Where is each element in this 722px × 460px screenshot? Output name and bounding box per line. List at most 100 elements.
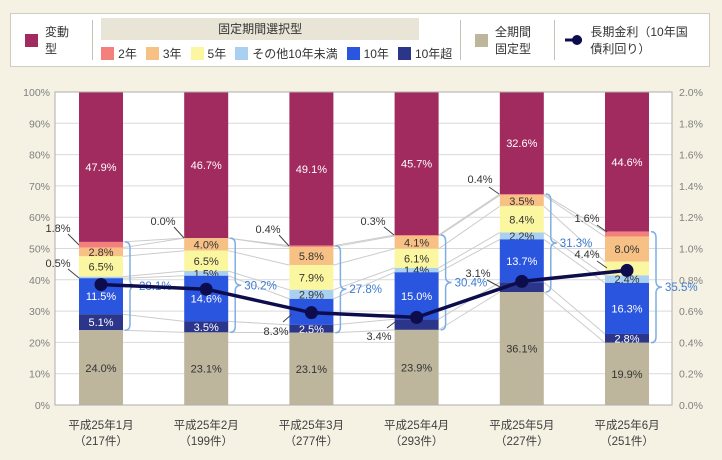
bar-segment-その他10年未満 xyxy=(184,271,229,276)
y-axis-left-label: 20% xyxy=(29,337,50,349)
connector-line xyxy=(333,267,395,291)
leader-line xyxy=(488,186,500,195)
segment-value-label: 23.1% xyxy=(296,364,327,376)
y-axis-right-label: 0.6% xyxy=(679,306,703,318)
y-axis-right-label: 0.0% xyxy=(679,400,703,412)
leader-line xyxy=(596,260,608,269)
rate-line-marker-icon xyxy=(565,35,583,45)
y-axis-left-label: 40% xyxy=(29,275,50,287)
fixed-total-bracket xyxy=(230,237,242,334)
segment-value-label: 45.7% xyxy=(401,159,432,171)
callout-value-label: 3.1% xyxy=(465,268,490,280)
bar-segment-その他10年未満 xyxy=(79,276,123,279)
legend-fixed-period-items: 2年 3年 5年 その他10年未満 10年 10年超 xyxy=(101,40,452,62)
x-axis-label-count: （251件） xyxy=(600,434,654,448)
leader-line xyxy=(486,279,501,288)
y-axis-right-label: 0.2% xyxy=(679,369,703,381)
segment-value-label: 49.1% xyxy=(296,164,327,176)
legend-fixed-item: 2年 xyxy=(101,45,137,62)
y-axis-right-label: 1.8% xyxy=(679,118,703,130)
connector-line xyxy=(543,232,606,276)
bar-segment-5年 xyxy=(79,256,123,277)
bar-segment-その他10年未満 xyxy=(605,275,649,283)
x-axis-label-count: （227件） xyxy=(495,434,549,448)
leader-line xyxy=(383,226,395,236)
bar-segment-全期間固定型 xyxy=(394,329,439,405)
fixed-total-bracket xyxy=(545,193,557,293)
segment-value-label: 19.9% xyxy=(611,369,642,381)
rate-point xyxy=(94,277,108,291)
legend-fixed-item-label: 3年 xyxy=(162,47,182,61)
full-fixed-swatch-icon xyxy=(475,33,488,47)
leader-line xyxy=(282,313,293,323)
callout-value-label: 0.4% xyxy=(255,224,280,236)
fixed-total-bracket xyxy=(440,234,452,331)
segment-value-label: 44.6% xyxy=(611,157,642,169)
series-swatch-icon xyxy=(145,47,159,60)
legend-fixed-item: 10年 xyxy=(346,45,389,62)
y-axis-right-label: 1.6% xyxy=(679,150,703,162)
bar-segment-5年 xyxy=(289,265,334,290)
legend-rate-line-label: 長期金利（10年国債利回り） xyxy=(590,25,688,56)
legend-fixed-item-label: 5年 xyxy=(207,47,227,61)
bar-segment-全期間固定型 xyxy=(79,330,123,406)
y-axis-left-label: 30% xyxy=(29,306,50,318)
segment-value-label: 7.9% xyxy=(299,272,324,284)
legend-fixed-item: 3年 xyxy=(145,45,182,62)
connector-line xyxy=(122,250,185,257)
bar-segment-変動型 xyxy=(184,92,229,239)
legend-divider xyxy=(553,20,555,60)
bar-segment-10年超 xyxy=(394,319,439,330)
connector-line xyxy=(228,270,290,291)
connector-line xyxy=(543,291,606,344)
bar-segment-5年 xyxy=(394,248,439,268)
segment-value-label: 16.3% xyxy=(611,303,642,315)
segment-value-label: 5.8% xyxy=(299,251,324,263)
segment-value-label: 13.7% xyxy=(506,256,537,268)
segment-value-label: 46.7% xyxy=(191,160,222,172)
legend-fixed-item-label: 2年 xyxy=(118,47,137,61)
callout-value-label: 8.3% xyxy=(263,326,288,338)
connector-line xyxy=(333,235,395,248)
bar-segment-3年 xyxy=(605,236,649,262)
connector-line xyxy=(438,193,501,236)
bar-segment-その他10年未満 xyxy=(499,232,544,240)
connector-line xyxy=(438,194,501,237)
rate-point xyxy=(304,306,318,320)
bar-segment-全期間固定型 xyxy=(184,332,229,405)
segment-value-label: 32.6% xyxy=(506,138,537,150)
leader-line xyxy=(67,268,80,279)
legend-fixed-item: 5年 xyxy=(190,45,227,62)
bar-segment-変動型 xyxy=(394,92,439,236)
connector-line xyxy=(228,250,290,266)
bar-segment-全期間固定型 xyxy=(605,342,649,405)
x-axis-label-month: 平成25年3月 xyxy=(279,418,344,432)
segment-value-label: 36.1% xyxy=(506,344,537,356)
bar-segment-10年超 xyxy=(605,333,649,343)
legend-fixed-item-label: その他10年未満 xyxy=(252,47,338,61)
segment-value-label: 5.1% xyxy=(88,317,113,329)
legend-fixed-item-label: 10年超 xyxy=(414,47,453,61)
y-axis-right-label: 2.0% xyxy=(679,87,703,99)
connector-line xyxy=(333,329,395,334)
leader-line xyxy=(386,321,396,329)
segment-value-label: 6.1% xyxy=(404,253,429,265)
connector-line xyxy=(333,318,395,326)
rate-point xyxy=(199,282,213,296)
legend-fixed-period-header: 固定期間選択型 xyxy=(101,18,420,40)
segment-value-label: 6.5% xyxy=(88,261,113,273)
segment-value-label: 14.6% xyxy=(191,294,222,306)
segment-value-label: 2.8% xyxy=(614,333,639,345)
bar-segment-5年 xyxy=(184,250,229,272)
segment-value-label: 4.0% xyxy=(194,239,219,251)
bar-segment-3年 xyxy=(394,235,439,249)
bar-segment-2年 xyxy=(289,245,334,247)
x-axis-label-month: 平成25年1月 xyxy=(68,418,133,432)
segment-value-label: 2.9% xyxy=(299,289,324,301)
connector-line xyxy=(333,234,395,247)
bar-segment-3年 xyxy=(184,238,229,251)
connector-line xyxy=(438,238,501,273)
legend-fixed-item: 10年超 xyxy=(397,45,453,62)
segment-value-label: 24.0% xyxy=(85,363,116,375)
